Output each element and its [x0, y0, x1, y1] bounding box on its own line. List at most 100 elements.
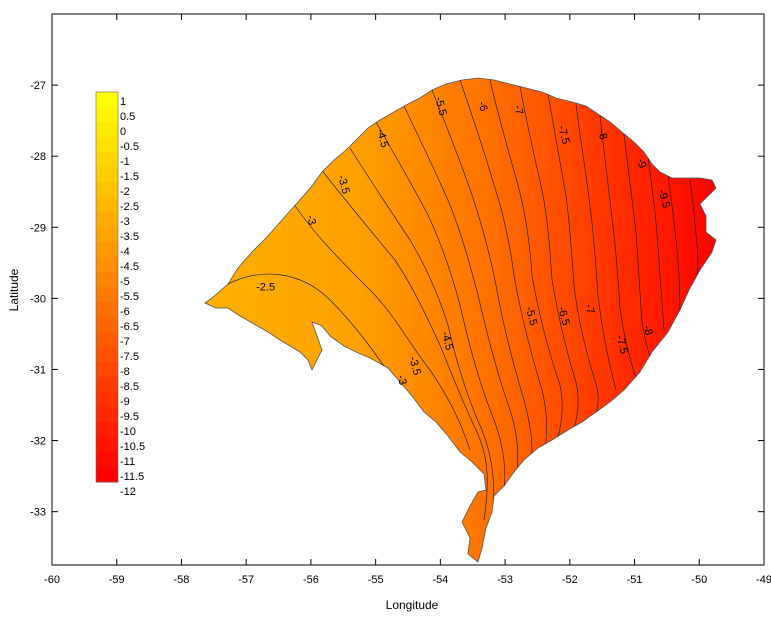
contour-label: -9: [634, 157, 648, 170]
x-tick-label: -50: [691, 574, 707, 586]
legend-label: -3: [120, 216, 130, 228]
x-tick-label: -53: [497, 574, 513, 586]
legend-swatch: [96, 392, 118, 408]
x-tick-label: -51: [627, 574, 643, 586]
legend-label: -6.5: [120, 321, 139, 333]
contour-line: [489, 79, 563, 439]
contour-label: -5.5: [523, 305, 540, 326]
contour-lines: [227, 79, 699, 531]
contour-line: [623, 133, 655, 367]
contour-label: -2.5: [256, 282, 275, 294]
contour-label: -7: [511, 104, 525, 117]
contour-label: -4.5: [374, 128, 391, 149]
legend-swatch: [96, 92, 118, 108]
contour-label: -7.5: [613, 334, 630, 355]
legend-frame: [95, 91, 119, 483]
legend-swatch: [96, 122, 118, 138]
legend-label: -10: [120, 426, 136, 438]
contour-line: [375, 121, 506, 521]
legend-swatch: [96, 362, 118, 378]
legend-label: 0: [120, 126, 126, 138]
legend-swatch: [96, 242, 118, 258]
legend-label: -8: [120, 366, 130, 378]
contour-line: [519, 85, 579, 429]
contour-label: -3: [395, 374, 409, 387]
legend-label: -4: [120, 246, 130, 258]
legend-swatch: [96, 452, 118, 468]
x-tick-label: -60: [44, 574, 60, 586]
x-tick-label: -54: [432, 574, 448, 586]
legend-swatch: [96, 437, 118, 453]
legend-swatch: [96, 227, 118, 243]
y-tick-label: -30: [30, 293, 46, 305]
x-tick-label: -58: [174, 574, 190, 586]
x-tick-label: -59: [109, 574, 125, 586]
legend-swatch: [96, 182, 118, 198]
legend-label: -7: [120, 336, 130, 348]
contour-label: -8: [641, 324, 655, 337]
contour-labels: -2.5-3-3-3.5-3.5-4.5-4.5-5.5-5.5-6-6.5-7…: [256, 96, 672, 387]
legend-label: -1: [120, 156, 130, 168]
contour-line: [575, 103, 617, 391]
legend-swatch: [96, 197, 118, 213]
legend-swatch: [96, 332, 118, 348]
contour-label: -9.5: [656, 188, 673, 209]
legend-label: -10.5: [120, 441, 145, 453]
contour-line: [459, 79, 548, 453]
contour-line: [319, 167, 488, 521]
contour-line: [599, 115, 637, 379]
contour-label: -6: [475, 100, 489, 113]
legend-label: -7.5: [120, 351, 139, 363]
x-tick-label: -52: [562, 574, 578, 586]
legend-swatch: [96, 347, 118, 363]
contour-line: [431, 89, 533, 471]
legend-swatch: [96, 212, 118, 228]
y-tick-label: -32: [30, 436, 46, 448]
legend-label: -11.5: [120, 471, 144, 483]
legend-label: -11: [120, 456, 135, 468]
y-axis: -27-28-29-30-31-32-33: [30, 80, 764, 519]
x-tick-label: -55: [368, 574, 384, 586]
color-legend: 1 0.5 0 -0.5 -1 -1.5 -2 -2.5 -3 -3.5 -4 -4.5 -5 -5.5 -…: [95, 91, 145, 498]
legend-swatch: [96, 302, 118, 318]
y-tick-label: -28: [30, 151, 46, 163]
contour-line: [667, 175, 681, 319]
legend-label: 0.5: [120, 111, 135, 123]
legend-label: -12: [120, 486, 136, 498]
legend-label: -0.5: [120, 141, 139, 153]
legend-swatch: [96, 467, 118, 483]
legend-swatch: [96, 257, 118, 273]
contour-label: -7.5: [555, 124, 572, 145]
contour-label: -5.5: [432, 96, 449, 117]
legend-label: -9.5: [120, 411, 139, 423]
contour-line: [289, 197, 471, 451]
legend-swatch: [96, 377, 118, 393]
contour-label: -3.5: [406, 355, 423, 376]
contour-line: [349, 147, 495, 531]
contour-line: [403, 105, 519, 501]
y-tick-label: -33: [30, 507, 46, 519]
region-shape: [204, 77, 717, 563]
x-tick-label: -56: [303, 574, 319, 586]
legend-label: -2: [120, 186, 130, 198]
x-axis-label: Longitude: [386, 598, 439, 612]
legend-label: -8.5: [120, 381, 139, 393]
legend-swatch: [96, 422, 118, 438]
x-tick-label: -57: [238, 574, 254, 586]
legend-swatch: [96, 287, 118, 303]
legend-swatch: [96, 167, 118, 183]
contour-label: -6.5: [555, 305, 572, 326]
x-axis: -60 -59 -58 -57 -56 -55 -54 -53 -52 -51 -50 -49: [44, 14, 771, 586]
contour-label: -4.5: [439, 330, 456, 351]
contour-line: [647, 155, 665, 331]
legend-label: -5: [120, 276, 130, 288]
legend-label: -4.5: [120, 261, 139, 273]
y-tick-label: -27: [30, 80, 46, 92]
legend-label: -1.5: [120, 171, 139, 183]
legend-swatch: [96, 272, 118, 288]
y-tick-label: -31: [30, 364, 46, 376]
legend-label: -2.5: [120, 201, 139, 213]
plot-frame: [51, 13, 765, 566]
legend-swatch: [96, 107, 118, 123]
